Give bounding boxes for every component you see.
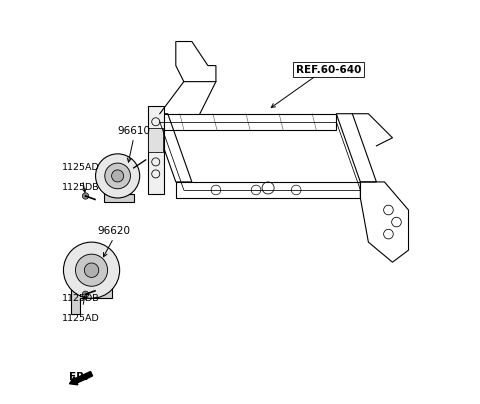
Circle shape: [84, 263, 99, 278]
Text: FR.: FR.: [70, 372, 89, 381]
FancyArrow shape: [70, 372, 93, 385]
Polygon shape: [148, 106, 164, 194]
Text: 1125AD: 1125AD: [61, 314, 99, 323]
Text: 1125DB: 1125DB: [61, 294, 99, 303]
FancyBboxPatch shape: [148, 128, 163, 152]
Circle shape: [96, 154, 140, 198]
Polygon shape: [72, 282, 112, 314]
Text: 96610: 96610: [117, 126, 150, 136]
Circle shape: [82, 193, 89, 199]
Circle shape: [82, 291, 89, 297]
Polygon shape: [104, 194, 133, 202]
Circle shape: [75, 254, 108, 286]
Text: 1125AD: 1125AD: [61, 163, 99, 172]
Circle shape: [105, 163, 131, 189]
Circle shape: [63, 242, 120, 298]
Text: 1125DB: 1125DB: [61, 183, 99, 192]
Text: 96620: 96620: [97, 226, 130, 236]
Text: REF.60-640: REF.60-640: [296, 65, 361, 75]
Circle shape: [112, 170, 124, 182]
